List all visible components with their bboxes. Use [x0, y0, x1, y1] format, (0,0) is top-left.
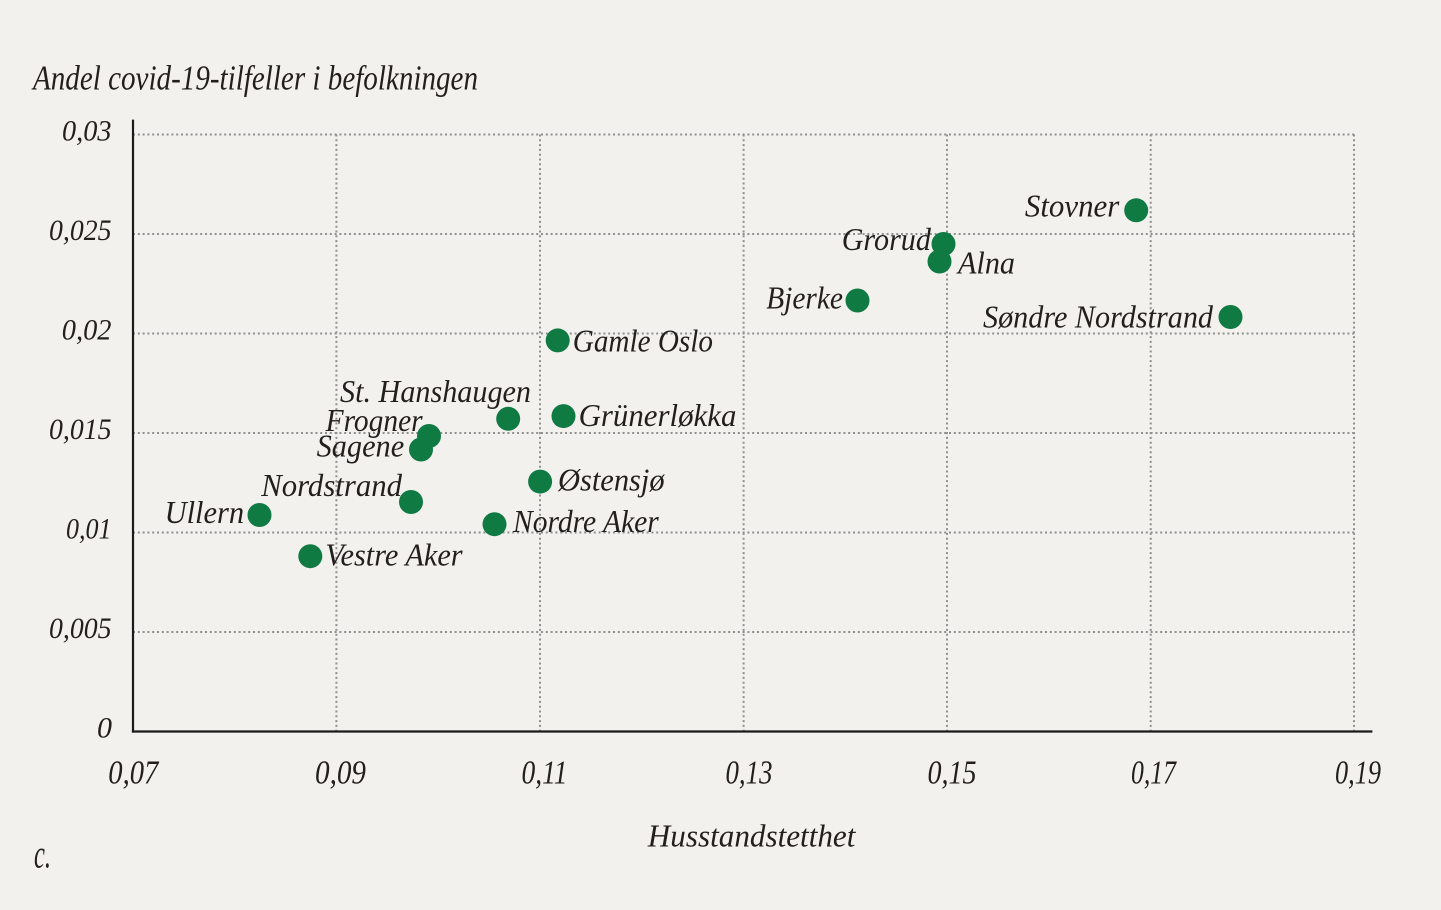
svg-text:Frogner: Frogner: [325, 402, 423, 438]
svg-text:Stovner: Stovner: [1025, 188, 1120, 224]
svg-text:Østensjø: Østensjø: [557, 462, 666, 498]
svg-text:Gamle Oslo: Gamle Oslo: [573, 323, 713, 359]
svg-text:0,11: 0,11: [522, 754, 568, 791]
svg-text:0,03: 0,03: [62, 115, 112, 148]
svg-text:0,15: 0,15: [928, 754, 977, 791]
svg-text:St. Hanshaugen: St. Hanshaugen: [340, 373, 531, 409]
svg-text:0,19: 0,19: [1335, 754, 1381, 791]
svg-text:Grorud: Grorud: [842, 221, 932, 257]
svg-text:0,07: 0,07: [108, 754, 159, 791]
svg-text:Nordre Aker: Nordre Aker: [512, 503, 659, 539]
svg-text:0,025: 0,025: [49, 214, 112, 247]
svg-text:Vestre Aker: Vestre Aker: [325, 537, 463, 573]
svg-text:0,09: 0,09: [315, 754, 366, 791]
svg-text:Bjerke: Bjerke: [766, 279, 843, 315]
svg-text:c.: c.: [34, 832, 51, 877]
svg-text:0: 0: [97, 712, 112, 745]
svg-text:0,02: 0,02: [62, 314, 112, 347]
svg-text:Husstandstetthet: Husstandstetthet: [647, 818, 857, 854]
svg-text:Alna: Alna: [956, 244, 1015, 280]
svg-text:Søndre Nordstrand: Søndre Nordstrand: [983, 298, 1214, 334]
svg-text:0,005: 0,005: [49, 612, 112, 645]
svg-text:Andel covid-19-tilfeller i bef: Andel covid-19-tilfeller i befolkningen: [31, 59, 478, 98]
svg-text:Grünerløkka: Grünerløkka: [579, 397, 737, 433]
svg-text:0,13: 0,13: [726, 754, 773, 791]
svg-text:0,015: 0,015: [49, 413, 112, 446]
svg-text:0,01: 0,01: [66, 513, 112, 546]
svg-text:Nordstrand: Nordstrand: [260, 467, 403, 503]
svg-text:Sagene: Sagene: [317, 428, 405, 464]
svg-text:Ullern: Ullern: [165, 494, 245, 530]
svg-text:0,17: 0,17: [1131, 754, 1177, 791]
